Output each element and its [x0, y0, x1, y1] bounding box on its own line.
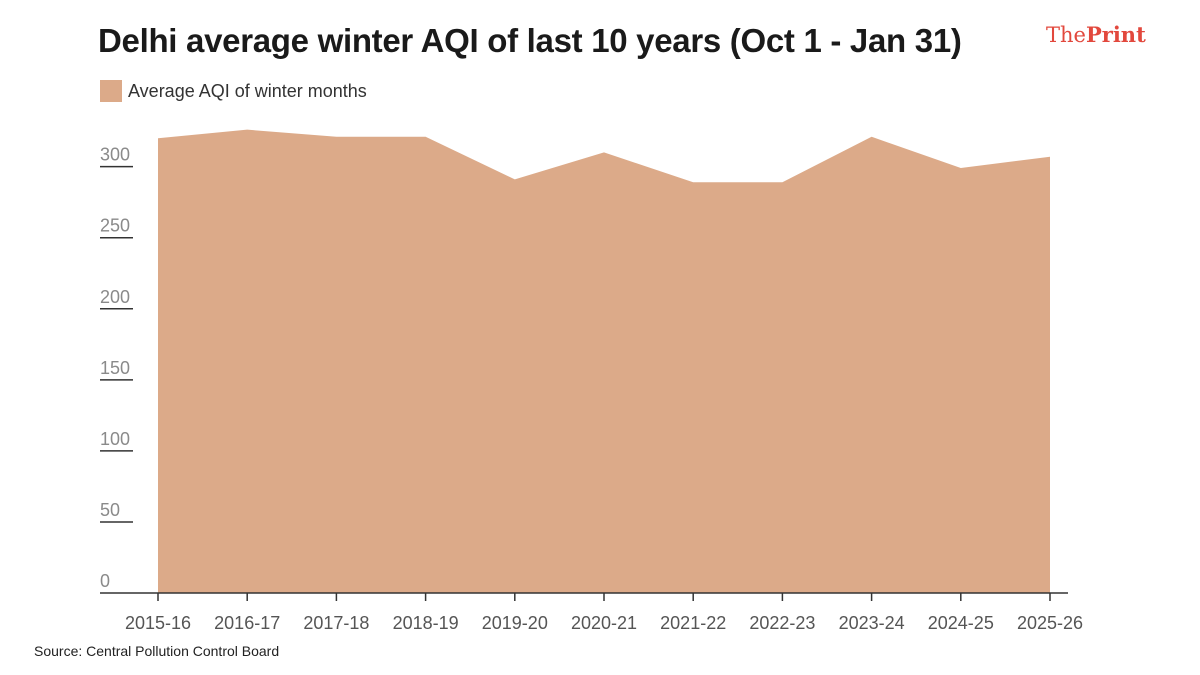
x-tick-label-2017-18: 2017-18	[303, 613, 369, 633]
x-tick-label-2025-26: 2025-26	[1017, 613, 1083, 633]
logo-part-print: Print	[1085, 22, 1146, 47]
legend: Average AQI of winter months	[100, 80, 367, 102]
chart-title: Delhi average winter AQI of last 10 year…	[98, 22, 962, 59]
y-tick-label-200: 200	[100, 287, 130, 307]
legend-label: Average AQI of winter months	[128, 80, 367, 101]
x-tick-label-2023-24: 2023-24	[839, 613, 905, 633]
legend-swatch	[100, 80, 122, 102]
y-tick-label-250: 250	[100, 216, 130, 236]
y-tick-label-150: 150	[100, 358, 130, 378]
x-tick-label-2015-16: 2015-16	[125, 613, 191, 633]
theprint-logo: ThePrint	[1046, 22, 1146, 47]
y-tick-label-0: 0	[100, 571, 110, 591]
area-series-average-aqi	[158, 129, 1050, 593]
x-tick-label-2016-17: 2016-17	[214, 613, 280, 633]
source-note: Source: Central Pollution Control Board	[34, 643, 280, 659]
logo-part-the: The	[1046, 23, 1086, 47]
x-tick-label-2020-21: 2020-21	[571, 613, 637, 633]
y-tick-label-300: 300	[100, 145, 130, 165]
y-tick-label-100: 100	[100, 429, 130, 449]
y-tick-label-50: 50	[100, 500, 120, 520]
x-tick-label-2021-22: 2021-22	[660, 613, 726, 633]
x-tick-label-2019-20: 2019-20	[482, 613, 548, 633]
x-tick-label-2022-23: 2022-23	[749, 613, 815, 633]
x-tick-label-2024-25: 2024-25	[928, 613, 994, 633]
x-tick-label-2018-19: 2018-19	[393, 613, 459, 633]
